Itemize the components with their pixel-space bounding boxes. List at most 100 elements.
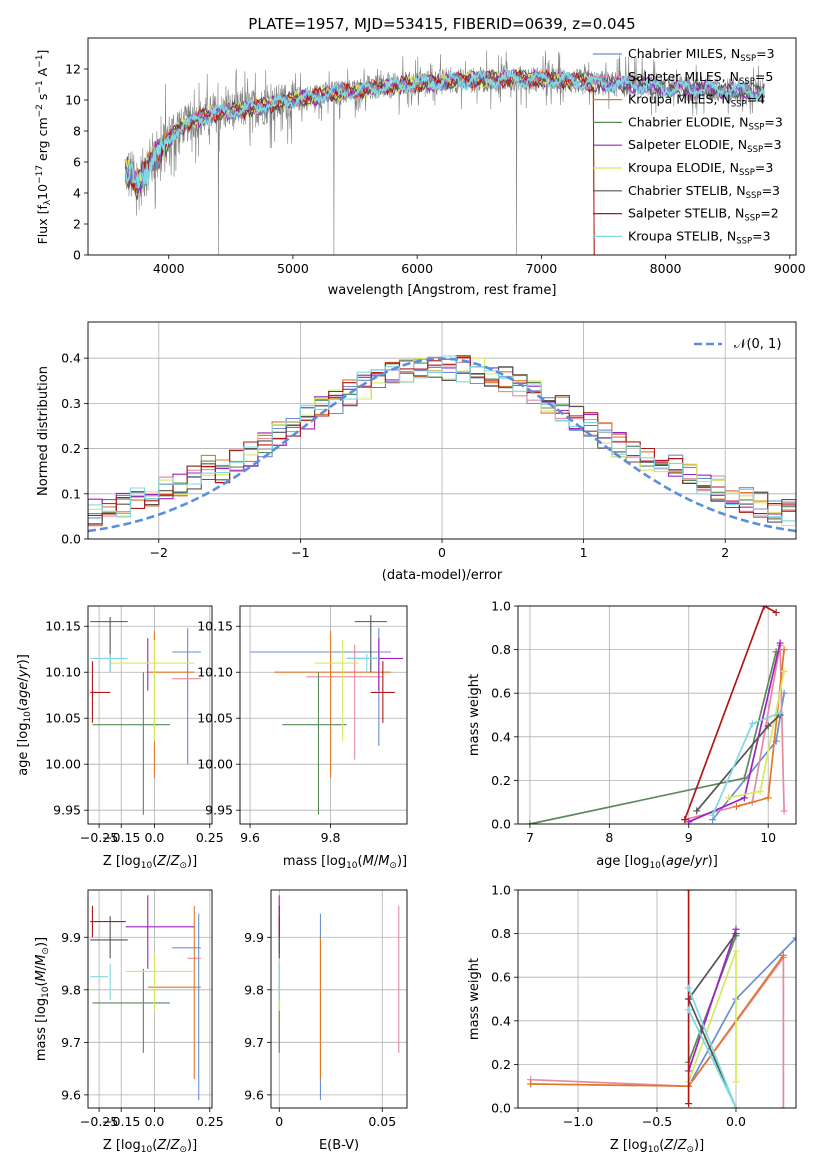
series-line-c_elodie bbox=[529, 651, 777, 824]
y-tick-label: 0.4 bbox=[491, 729, 511, 744]
series-marker-s_stelib bbox=[685, 1100, 693, 1108]
series-line-c_stelib bbox=[687, 933, 737, 1108]
y-tick-label: 0.4 bbox=[491, 1013, 511, 1028]
panel-age_vs_mass: 9.6 9.8 9.95 10.00 10.05 10.10 10.15 bbox=[197, 605, 408, 845]
y-tick-label: 0.2 bbox=[491, 773, 511, 788]
legend-entry: Chabrier STELIB, NSSP=3 bbox=[628, 183, 780, 201]
plot-area-weight_vs_Z bbox=[527, 890, 796, 1108]
x-axis-label: Z [log10(Z/Z⊙)] bbox=[103, 854, 197, 871]
plot-area-residuals bbox=[88, 354, 796, 533]
x-axis-label: Z [log10(Z/Z⊙)] bbox=[610, 1138, 704, 1155]
y-tick-label: 10.15 bbox=[45, 619, 81, 634]
plot-area-age_vs_Z bbox=[90, 617, 201, 815]
errorbar-s_elodie bbox=[125, 895, 195, 969]
errorbar-s_stelib bbox=[90, 905, 126, 938]
x-tick-label: 8 bbox=[605, 830, 613, 845]
y-tick-label: 0.3 bbox=[61, 396, 81, 411]
legend-entry-normal: 𝒩(0, 1) bbox=[734, 337, 781, 352]
y-tick-label: 0.4 bbox=[61, 351, 81, 366]
y-tick-label: 2 bbox=[73, 217, 81, 232]
x-tick-label: 9.8 bbox=[321, 830, 341, 845]
series-marker-k_stelib bbox=[748, 720, 756, 728]
panel-residuals: −2 −1 0 1 2 0.0 0.1 0.2 0.3 0.4 bbox=[61, 321, 797, 560]
y-tick-label: 9.7 bbox=[244, 1035, 264, 1050]
y-axis-label: Flux [fλ10−17 erg cm−2 s−1 A−1] bbox=[35, 50, 53, 245]
errorbar-k_elodie bbox=[110, 640, 195, 742]
y-tick-label: 9.9 bbox=[244, 930, 264, 945]
axes-frame bbox=[517, 605, 797, 825]
y-tick-label: 10 bbox=[65, 93, 81, 108]
y-axis-label: mass weight bbox=[467, 958, 482, 1040]
panel-mass_vs_Z: −0.25−0.15 0.0 0.25 9.6 9.7 9.8 9.9 bbox=[61, 889, 224, 1129]
y-axis-label: mass weight bbox=[467, 674, 482, 756]
series-marker-k_elodie bbox=[732, 1078, 740, 1086]
series-marker-k_stelib bbox=[685, 984, 693, 992]
y-tick-label: 10.15 bbox=[197, 619, 233, 634]
axes-frame bbox=[87, 605, 213, 825]
x-tick-label: 0.0 bbox=[726, 1114, 746, 1129]
series-marker-c_stelib bbox=[764, 722, 772, 730]
y-tick-label: 0.8 bbox=[491, 642, 511, 657]
series-marker-k_elodie bbox=[732, 947, 740, 955]
errorbar-c_miles bbox=[172, 913, 201, 1101]
y-tick-label: 0 bbox=[73, 248, 81, 263]
errorbar-k_stelib bbox=[90, 963, 111, 1001]
y-tick-label: 9.95 bbox=[205, 803, 233, 818]
errorbar-c_stelib bbox=[354, 615, 387, 673]
y-tick-label: 12 bbox=[65, 62, 81, 77]
errorbar-c_miles bbox=[172, 628, 201, 765]
panel-mass_vs_ebv: 0 0.05 9.6 9.7 9.8 9.9 bbox=[244, 889, 408, 1129]
model-spectrum-k_stelib bbox=[124, 68, 765, 189]
y-tick-label: 1.0 bbox=[491, 599, 511, 614]
y-tick-label: 10.05 bbox=[45, 711, 81, 726]
errorbar-k_stelib bbox=[346, 653, 379, 673]
series-line-s_stelib bbox=[684, 606, 777, 820]
x-tick-label: −0.25 bbox=[80, 830, 118, 845]
series-marker-k_miles bbox=[780, 646, 788, 654]
x-tick-label: 0.25 bbox=[196, 830, 224, 845]
errorbar-s_stelib bbox=[370, 661, 395, 723]
series-marker-s_stelib bbox=[772, 609, 780, 617]
model-spectrum-s_stelib bbox=[124, 68, 595, 255]
x-tick-label: 0.0 bbox=[144, 1114, 164, 1129]
panel-weight_vs_age: 7 8 9 10 0.0 0.2 0.4 0.6 0.8 1.0 bbox=[491, 599, 797, 845]
errorbar-c_elodie bbox=[92, 968, 170, 1053]
legend-entry: Kroupa ELODIE, NSSP=3 bbox=[628, 160, 773, 178]
x-axis-label: (data-model)/error bbox=[382, 568, 503, 583]
series-marker-k_stelib bbox=[776, 709, 784, 717]
series-line-k_stelib bbox=[687, 987, 737, 1108]
series-marker-k_elodie bbox=[780, 667, 788, 675]
x-tick-label: 0.05 bbox=[368, 1114, 396, 1129]
y-tick-label: 10.00 bbox=[45, 757, 81, 772]
errorbar-c_stelib bbox=[90, 916, 128, 959]
y-tick-label: 9.6 bbox=[61, 1087, 81, 1102]
y-tick-label: 4 bbox=[73, 186, 81, 201]
x-tick-label: −0.15 bbox=[102, 830, 140, 845]
series-marker-k_miles bbox=[779, 951, 787, 959]
plot-area-mass_vs_ebv bbox=[278, 895, 400, 1101]
legend-entry: Salpeter MILES, NSSP=5 bbox=[628, 69, 773, 87]
series-marker-s_elodie bbox=[685, 818, 693, 824]
y-tick-label: 9.8 bbox=[61, 982, 81, 997]
series-line-k_stelib bbox=[711, 712, 781, 816]
series-marker-k_stelib bbox=[732, 1104, 740, 1108]
x-tick-label: 0 bbox=[438, 545, 446, 560]
y-axis-label: mass [log10(M/M⊙)] bbox=[34, 937, 51, 1061]
y-tick-label: 6 bbox=[73, 155, 81, 170]
axes-frame bbox=[87, 321, 797, 540]
plot-area-age_vs_mass bbox=[250, 615, 403, 815]
series-marker-k_elodie bbox=[756, 787, 764, 795]
series-line-s_elodie bbox=[687, 928, 737, 1072]
x-tick-label: 0.25 bbox=[196, 1114, 224, 1129]
legend-entry: Salpeter ELODIE, NSSP=3 bbox=[628, 137, 782, 155]
errorbar-k_elodie bbox=[314, 640, 359, 742]
x-tick-label: 10 bbox=[760, 830, 776, 845]
histogram-k_stelib bbox=[88, 355, 796, 522]
panel-age_vs_Z: −0.25−0.15 0.0 0.25 9.95 10.00 10.05 10.10 10.1… bbox=[45, 605, 224, 845]
y-tick-label: 0.6 bbox=[491, 970, 511, 985]
y-tick-label: 0.0 bbox=[491, 817, 511, 832]
errorbar-c_elodie bbox=[92, 672, 170, 815]
y-tick-label: 1.0 bbox=[491, 883, 511, 898]
x-tick-label: −2 bbox=[150, 545, 168, 560]
